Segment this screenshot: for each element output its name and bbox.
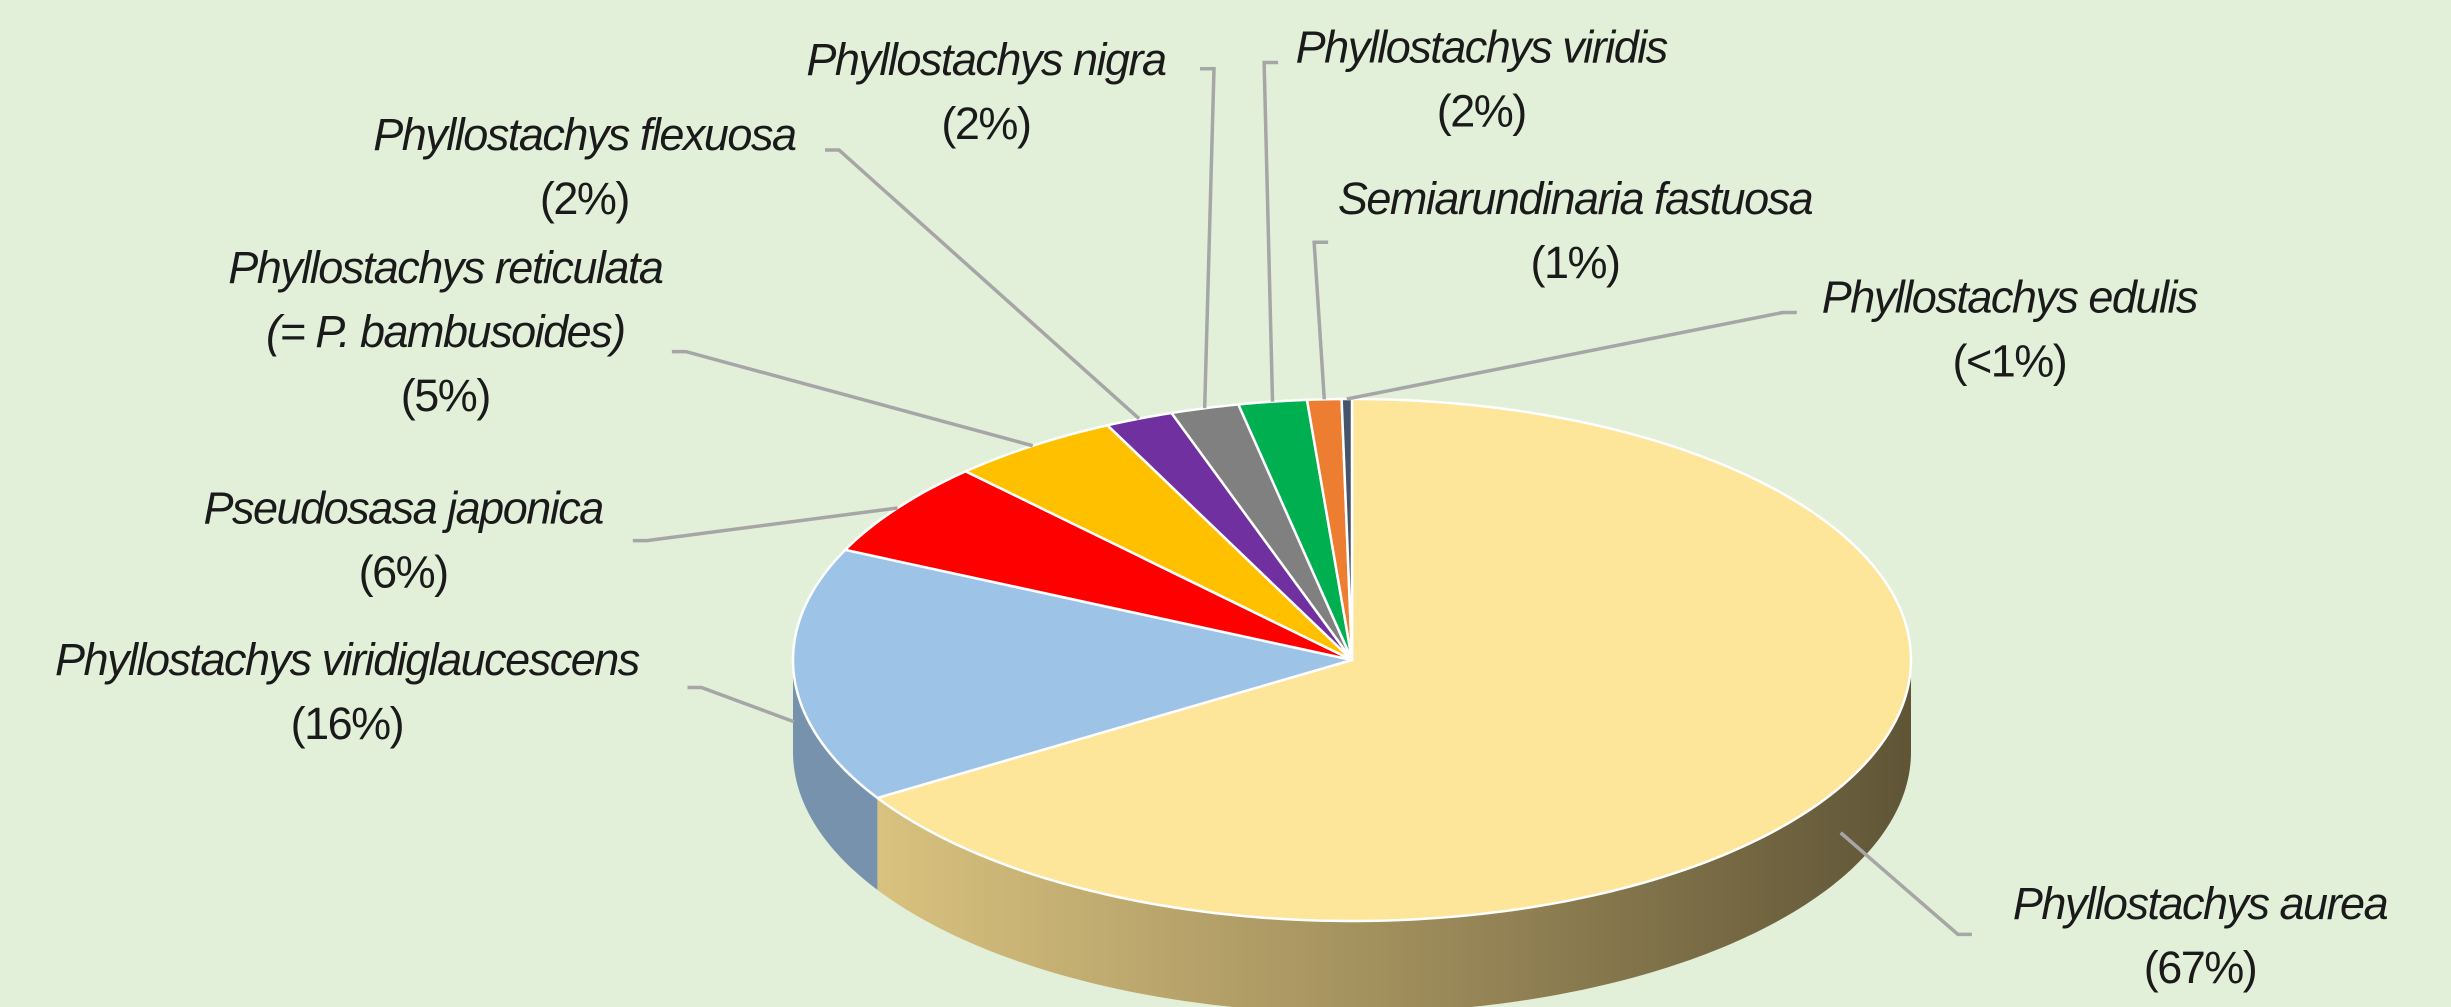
leader-line bbox=[632, 506, 898, 543]
slice-label: Semiarundinaria fastuosa bbox=[1338, 173, 1813, 224]
slice-side bbox=[877, 660, 1911, 1007]
leader-line bbox=[1200, 67, 1216, 409]
slice-label: Phyllostachys viridis bbox=[1296, 22, 1668, 73]
slice-label: Phyllostachys edulis bbox=[1822, 272, 2198, 323]
slice-value-label: (<1%) bbox=[1952, 336, 2066, 387]
leader-line bbox=[1312, 240, 1329, 400]
slice bbox=[791, 548, 1354, 800]
slice bbox=[876, 397, 1913, 923]
slice-label: Phyllostachys aurea bbox=[2013, 878, 2388, 929]
slice-value-label: (67%) bbox=[2144, 942, 2257, 993]
slice-value-label: (1%) bbox=[1530, 237, 1619, 288]
slice-label: (= P. bambusoides) bbox=[266, 306, 625, 357]
slice-value-label: (2%) bbox=[1437, 86, 1526, 137]
slice-value-label: (2%) bbox=[941, 98, 1030, 149]
slice-label: Pseudosasa japonica bbox=[203, 482, 603, 533]
slice-label: Phyllostachys reticulata bbox=[228, 242, 663, 293]
slice-label: Phyllostachys nigra bbox=[806, 34, 1166, 85]
leader-line bbox=[687, 685, 795, 724]
leader-line bbox=[671, 349, 1034, 448]
leader-line bbox=[1839, 831, 1972, 937]
slice-label: Phyllostachys viridiglaucescens bbox=[55, 634, 640, 685]
slice-value-label: (6%) bbox=[359, 546, 448, 597]
leader-line bbox=[1262, 60, 1279, 402]
slice-label: Phyllostachys flexuosa bbox=[373, 109, 796, 160]
slice-value-label: (2%) bbox=[540, 173, 629, 224]
leader-line bbox=[825, 148, 1141, 420]
slice-value-label: (5%) bbox=[401, 370, 490, 421]
leader-line bbox=[1346, 310, 1797, 401]
slice-value-label: (16%) bbox=[291, 698, 404, 749]
slice-side bbox=[793, 660, 878, 890]
